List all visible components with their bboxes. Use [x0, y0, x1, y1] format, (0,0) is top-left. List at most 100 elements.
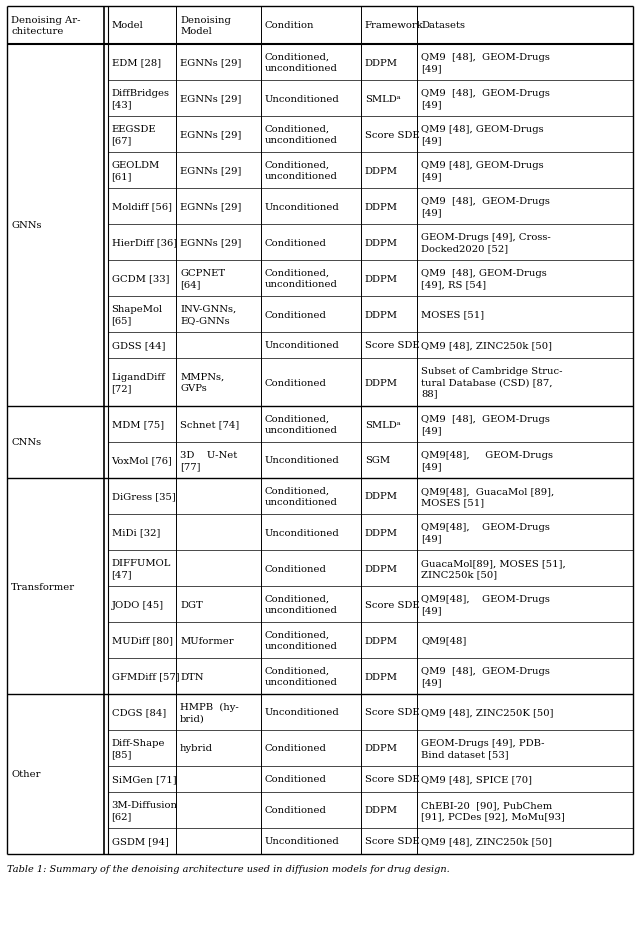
Text: 3M-Diffusion
[62]: 3M-Diffusion [62]	[111, 800, 177, 821]
Text: GEOM-Drugs [49], PDB-
Bind dataset [53]: GEOM-Drugs [49], PDB- Bind dataset [53]	[421, 738, 545, 758]
Text: Conditioned: Conditioned	[264, 310, 326, 319]
Text: Table 1: Summary of the denoising architecture used in diffusion models for drug: Table 1: Summary of the denoising archit…	[7, 864, 450, 873]
Text: Transformer: Transformer	[11, 582, 75, 591]
Text: DDPM: DDPM	[365, 167, 397, 175]
Text: SiMGen [71]: SiMGen [71]	[111, 775, 176, 783]
Text: Model: Model	[111, 22, 143, 30]
Text: LigandDiff
[72]: LigandDiff [72]	[111, 372, 165, 392]
Text: DDPM: DDPM	[365, 310, 397, 319]
Text: DDPM: DDPM	[365, 636, 397, 645]
Text: Unconditioned: Unconditioned	[264, 202, 339, 211]
Text: QM9[48],    GEOM-Drugs
[49]: QM9[48], GEOM-Drugs [49]	[421, 594, 550, 614]
Text: DDPM: DDPM	[365, 202, 397, 211]
Text: Conditioned: Conditioned	[264, 775, 326, 783]
Text: ShapeMol
[65]: ShapeMol [65]	[111, 305, 163, 325]
Text: QM9 [48], GEOM-Drugs
[49]: QM9 [48], GEOM-Drugs [49]	[421, 125, 543, 145]
Text: GDSS [44]: GDSS [44]	[111, 341, 165, 350]
Text: QM9[48],  GuacaMol [89],
MOSES [51]: QM9[48], GuacaMol [89], MOSES [51]	[421, 486, 554, 506]
Text: QM9 [48], ZINC250K [50]: QM9 [48], ZINC250K [50]	[421, 707, 554, 717]
Text: Conditioned,
unconditioned: Conditioned, unconditioned	[264, 53, 337, 73]
Text: Conditioned,
unconditioned: Conditioned, unconditioned	[264, 125, 337, 145]
Text: CNNs: CNNs	[11, 438, 41, 447]
Text: ChEBI-20  [90], PubChem
[91], PCDes [92], MoMu[93]: ChEBI-20 [90], PubChem [91], PCDes [92],…	[421, 800, 565, 821]
Text: GSDM [94]: GSDM [94]	[111, 837, 168, 845]
Text: GNNs: GNNs	[11, 221, 42, 230]
Text: JODO [45]: JODO [45]	[111, 600, 164, 609]
Text: hybrid: hybrid	[180, 744, 213, 753]
Text: DDPM: DDPM	[365, 274, 397, 283]
Text: QM9  [48],  GEOM-Drugs
[49]: QM9 [48], GEOM-Drugs [49]	[421, 414, 550, 435]
Text: QM9 [48], ZINC250k [50]: QM9 [48], ZINC250k [50]	[421, 341, 552, 350]
Text: Unconditioned: Unconditioned	[264, 94, 339, 104]
Text: Score SDE: Score SDE	[365, 341, 419, 350]
Text: SGM: SGM	[365, 456, 390, 465]
Text: Conditioned,
unconditioned: Conditioned, unconditioned	[264, 630, 337, 650]
Text: QM9  [48],  GEOM-Drugs
[49]: QM9 [48], GEOM-Drugs [49]	[421, 666, 550, 686]
Text: GuacaMol[89], MOSES [51],
ZINC250k [50]: GuacaMol[89], MOSES [51], ZINC250k [50]	[421, 559, 566, 579]
Text: QM9 [48], SPICE [70]: QM9 [48], SPICE [70]	[421, 775, 532, 783]
Text: EGNNs [29]: EGNNs [29]	[180, 202, 241, 211]
Text: QM9 [48], ZINC250k [50]: QM9 [48], ZINC250k [50]	[421, 837, 552, 845]
Text: Condition: Condition	[264, 22, 314, 30]
Text: Diff-Shape
[85]: Diff-Shape [85]	[111, 738, 165, 758]
Text: EDM [28]: EDM [28]	[111, 58, 161, 68]
Text: QM9  [48], GEOM-Drugs
[49], RS [54]: QM9 [48], GEOM-Drugs [49], RS [54]	[421, 268, 547, 288]
Text: Schnet [74]: Schnet [74]	[180, 420, 239, 429]
Text: MUformer: MUformer	[180, 636, 234, 645]
Text: Conditioned,
unconditioned: Conditioned, unconditioned	[264, 486, 337, 506]
Text: DDPM: DDPM	[365, 564, 397, 573]
Text: HierDiff [36]: HierDiff [36]	[111, 238, 177, 248]
Text: Score SDE: Score SDE	[365, 775, 419, 783]
Text: EGNNs [29]: EGNNs [29]	[180, 58, 241, 68]
Text: Unconditioned: Unconditioned	[264, 528, 339, 537]
Text: DDPM: DDPM	[365, 672, 397, 681]
Text: Denoising
Model: Denoising Model	[180, 16, 231, 36]
Text: Score SDE: Score SDE	[365, 130, 419, 139]
Text: QM9[48]: QM9[48]	[421, 636, 467, 645]
Text: MiDi [32]: MiDi [32]	[111, 528, 160, 537]
Text: DDPM: DDPM	[365, 378, 397, 387]
Text: EEGSDE
[67]: EEGSDE [67]	[111, 125, 156, 145]
Text: DDPM: DDPM	[365, 805, 397, 815]
Text: QM9[48],    GEOM-Drugs
[49]: QM9[48], GEOM-Drugs [49]	[421, 523, 550, 543]
Text: GEOM-Drugs [49], Cross-
Docked2020 [52]: GEOM-Drugs [49], Cross- Docked2020 [52]	[421, 232, 551, 253]
Text: MUDiff [80]: MUDiff [80]	[111, 636, 173, 645]
Text: Score SDE: Score SDE	[365, 837, 419, 845]
Text: Unconditioned: Unconditioned	[264, 456, 339, 465]
Text: Framework: Framework	[365, 22, 424, 30]
Text: Conditioned: Conditioned	[264, 805, 326, 815]
Text: Unconditioned: Unconditioned	[264, 837, 339, 845]
Text: INV-GNNs,
EQ-GNNs: INV-GNNs, EQ-GNNs	[180, 305, 236, 325]
Text: QM9[48],     GEOM-Drugs
[49]: QM9[48], GEOM-Drugs [49]	[421, 450, 553, 470]
Text: Moldiff [56]: Moldiff [56]	[111, 202, 172, 211]
Text: EGNNs [29]: EGNNs [29]	[180, 167, 241, 175]
Text: HMPB  (hy-
brid): HMPB (hy- brid)	[180, 703, 239, 723]
Text: GFMDiff [57]: GFMDiff [57]	[111, 672, 179, 681]
Text: DDPM: DDPM	[365, 58, 397, 68]
Text: Unconditioned: Unconditioned	[264, 707, 339, 717]
Text: Conditioned,
unconditioned: Conditioned, unconditioned	[264, 161, 337, 181]
Text: Conditioned,
unconditioned: Conditioned, unconditioned	[264, 594, 337, 614]
Text: Conditioned: Conditioned	[264, 238, 326, 248]
Text: Other: Other	[11, 769, 40, 779]
Text: GCDM [33]: GCDM [33]	[111, 274, 169, 283]
Text: DIFFUMOL
[47]: DIFFUMOL [47]	[111, 559, 171, 579]
Text: Subset of Cambridge Struc-
tural Database (CSD) [87,
88]: Subset of Cambridge Struc- tural Databas…	[421, 367, 563, 398]
Text: SMLDᵃ: SMLDᵃ	[365, 420, 400, 429]
Text: EGNNs [29]: EGNNs [29]	[180, 94, 241, 104]
Text: DDPM: DDPM	[365, 744, 397, 753]
Text: DDPM: DDPM	[365, 528, 397, 537]
Text: MDM [75]: MDM [75]	[111, 420, 164, 429]
Text: Conditioned,
unconditioned: Conditioned, unconditioned	[264, 666, 337, 686]
Text: QM9  [48],  GEOM-Drugs
[49]: QM9 [48], GEOM-Drugs [49]	[421, 53, 550, 73]
Text: Conditioned: Conditioned	[264, 564, 326, 573]
Text: QM9  [48],  GEOM-Drugs
[49]: QM9 [48], GEOM-Drugs [49]	[421, 89, 550, 109]
Text: GCPNET
[64]: GCPNET [64]	[180, 268, 225, 288]
Text: EGNNs [29]: EGNNs [29]	[180, 238, 241, 248]
Text: MOSES [51]: MOSES [51]	[421, 310, 484, 319]
Text: QM9 [48], GEOM-Drugs
[49]: QM9 [48], GEOM-Drugs [49]	[421, 161, 543, 181]
Text: Conditioned: Conditioned	[264, 744, 326, 753]
Text: DDPM: DDPM	[365, 492, 397, 501]
Text: DiffBridges
[43]: DiffBridges [43]	[111, 89, 170, 109]
Text: MMPNs,
GVPs: MMPNs, GVPs	[180, 372, 224, 392]
